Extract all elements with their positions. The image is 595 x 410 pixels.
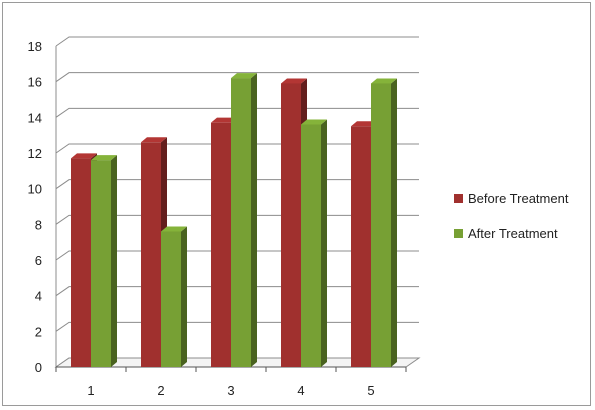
legend-label-before: Before Treatment [468, 191, 569, 206]
y-tick-label: 14 [28, 110, 42, 125]
bar-front [91, 160, 111, 367]
bar-front [351, 126, 371, 367]
bar-after-1 [91, 155, 117, 367]
bar-top [141, 137, 167, 143]
y-tick-label: 8 [35, 217, 42, 232]
bar-after-2 [161, 226, 187, 367]
bar-front [371, 83, 391, 367]
bar-top [211, 117, 237, 123]
bar-top [231, 73, 257, 79]
x-tick-label: 4 [297, 383, 304, 398]
legend-swatch-before [454, 194, 463, 203]
bar-front [141, 142, 161, 367]
legend: Before Treatment After Treatment [454, 191, 569, 241]
bar-front [211, 122, 231, 367]
bar-side [321, 119, 327, 367]
bar-after-3 [231, 73, 257, 367]
x-tick-label: 1 [87, 383, 94, 398]
y-tick-label: 16 [28, 75, 42, 90]
y-tick-label: 6 [35, 253, 42, 268]
x-tick-label: 5 [367, 383, 374, 398]
bar-front [161, 231, 181, 367]
bar-top [91, 155, 117, 161]
bar-after-5 [371, 78, 397, 367]
gridline [55, 36, 419, 47]
legend-swatch-after [454, 229, 463, 238]
legend-label-after: After Treatment [468, 226, 558, 241]
bars-layer [71, 73, 397, 367]
bar-front [231, 78, 251, 367]
y-tick-label: 18 [28, 39, 42, 54]
bar-top [351, 121, 377, 127]
y-tick-label: 12 [28, 146, 42, 161]
bar-top [371, 78, 397, 84]
bar-side [391, 78, 397, 367]
y-tick-label: 10 [28, 182, 42, 197]
gridline [55, 72, 419, 83]
bar-front [301, 124, 321, 367]
bar-side [251, 73, 257, 367]
bar-front [281, 83, 301, 367]
x-tick-label: 3 [227, 383, 234, 398]
bar-front [71, 158, 91, 367]
bar-side [111, 155, 117, 367]
bar-after-4 [301, 119, 327, 367]
y-tick-label: 4 [35, 289, 42, 304]
bar-top [301, 119, 327, 125]
bar-top [71, 153, 97, 159]
x-tick-label: 2 [157, 383, 164, 398]
y-tick-label: 0 [35, 360, 42, 375]
chart-frame: 0 2 4 6 8 10 12 14 16 18 1 2 3 4 5 Before Treatment Af… [2, 2, 591, 406]
bar-side [181, 226, 187, 367]
bar-top [281, 78, 307, 84]
y-tick-label: 2 [35, 324, 42, 339]
bar-top [161, 226, 187, 232]
